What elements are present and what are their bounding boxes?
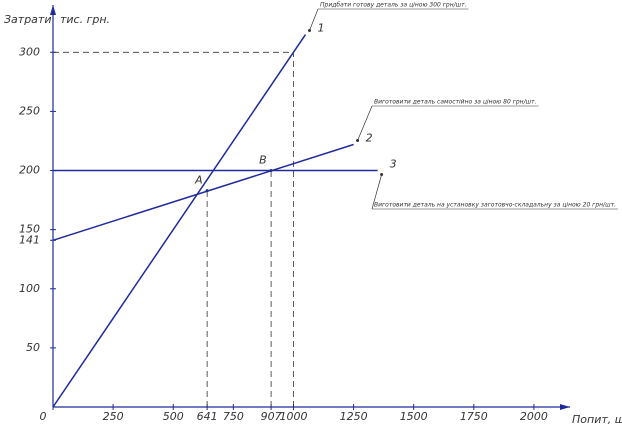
point [269, 169, 273, 173]
y-tick-label: 100 [19, 282, 40, 295]
series-label: 3 [390, 158, 397, 171]
y-tick-label: 250 [19, 104, 40, 117]
y-tick-label: 141 [19, 233, 40, 246]
annotation: Придбати готову деталь за ціною 300 грн/… [320, 2, 467, 9]
annotation: Виготовити деталь на установку заготовчо… [374, 202, 616, 209]
x-tick-label: 2000 [520, 410, 548, 423]
x-tick-label: 750 [223, 410, 244, 423]
annotation-leader [357, 105, 373, 141]
point [205, 189, 209, 193]
point-label: B [259, 154, 267, 167]
x-tick-label: 250 [103, 410, 124, 423]
point-label: A [194, 174, 203, 187]
annotation-leader [309, 8, 319, 31]
x-axis-label: Попит, шт [572, 413, 622, 426]
y-tick-label: 200 [19, 164, 40, 177]
y-tick-label: 150 [19, 223, 40, 236]
series-line [52, 143, 354, 242]
x-tick-label: 1500 [400, 410, 428, 423]
annotation-leader [371, 174, 382, 210]
series-line [52, 34, 307, 408]
x-tick-label: 1250 [340, 410, 368, 423]
y-tick-label: 50 [26, 341, 40, 354]
x-tick-label: 907 [261, 410, 282, 423]
annotation: Виготовити деталь самостійно за ціною 80… [374, 99, 537, 106]
y-axis-label: Затрати [4, 13, 51, 26]
x-tick-label: 1750 [460, 410, 488, 423]
x-axis-arrow [560, 404, 570, 410]
x-tick-label: 0 [40, 410, 47, 423]
series-label: 1 [317, 22, 324, 35]
y-axis-unit: тис. грн. [60, 13, 110, 26]
series-label: 2 [366, 132, 373, 145]
leader-tip [380, 173, 384, 177]
x-tick-label: 1000 [279, 410, 307, 423]
x-tick-label: 500 [163, 410, 184, 423]
y-tick-label: 300 [19, 45, 40, 58]
leader-tip [307, 29, 311, 33]
leader-tip [356, 139, 360, 143]
y-axis-arrow [50, 5, 56, 15]
x-tick-label: 641 [197, 410, 218, 423]
